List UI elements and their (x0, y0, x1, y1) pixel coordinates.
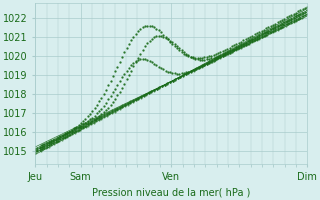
X-axis label: Pression niveau de la mer( hPa ): Pression niveau de la mer( hPa ) (92, 187, 251, 197)
